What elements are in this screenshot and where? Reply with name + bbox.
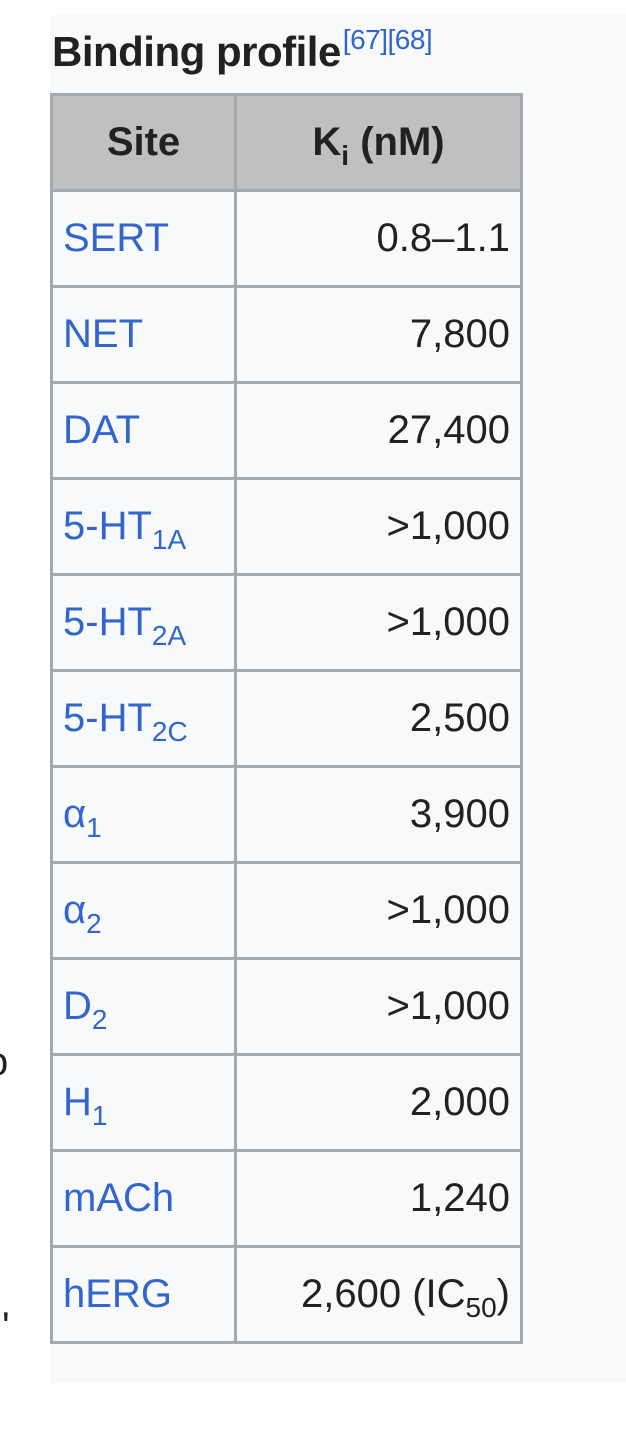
table-row: D2 >1,000 bbox=[50, 957, 523, 1056]
ki-value: >1,000 bbox=[234, 477, 523, 576]
table-row: SERT 0.8–1.1 bbox=[50, 189, 523, 288]
site-link[interactable]: α2 bbox=[50, 861, 237, 960]
table-row: 5-HT2C 2,500 bbox=[50, 669, 523, 768]
ki-value: 3,900 bbox=[234, 765, 523, 864]
ki-value: 7,800 bbox=[234, 285, 523, 384]
site-link[interactable]: DAT bbox=[50, 381, 237, 480]
table-row: 5-HT1A >1,000 bbox=[50, 477, 523, 576]
reference-links[interactable]: [67][68] bbox=[342, 24, 433, 55]
ki-value: >1,000 bbox=[234, 573, 523, 672]
site-link[interactable]: α1 bbox=[50, 765, 237, 864]
site-link[interactable]: H1 bbox=[50, 1053, 237, 1152]
ki-value: 1,240 bbox=[234, 1149, 523, 1248]
ki-value: 0.8–1.1 bbox=[234, 189, 523, 288]
table-row: NET 7,800 bbox=[50, 285, 523, 384]
header-site: Site bbox=[50, 93, 237, 192]
site-link[interactable]: 5-HT2C bbox=[50, 669, 237, 768]
ki-value: 27,400 bbox=[234, 381, 523, 480]
table-row: DAT 27,400 bbox=[50, 381, 523, 480]
site-link[interactable]: mACh bbox=[50, 1149, 237, 1248]
site-link[interactable]: D2 bbox=[50, 957, 237, 1056]
site-link[interactable]: 5-HT1A bbox=[50, 477, 237, 576]
caption-title: Binding profile bbox=[52, 28, 341, 75]
clipped-body-text: o bbox=[0, 1040, 8, 1085]
table-row: H1 2,000 bbox=[50, 1053, 523, 1152]
ki-value: >1,000 bbox=[234, 957, 523, 1056]
site-link[interactable]: NET bbox=[50, 285, 237, 384]
ki-value: >1,000 bbox=[234, 861, 523, 960]
binding-profile-table: Site Ki (nM) SERT 0.8–1.1 NET 7,800 DAT 27,40… bbox=[50, 93, 523, 1344]
site-link[interactable]: SERT bbox=[50, 189, 237, 288]
table-caption: Binding profile[67][68] bbox=[52, 24, 433, 76]
table-row: α1 3,900 bbox=[50, 765, 523, 864]
table-row: 5-HT2A >1,000 bbox=[50, 573, 523, 672]
ki-value: 2,000 bbox=[234, 1053, 523, 1152]
ki-value: 2,500 bbox=[234, 669, 523, 768]
table-row: mACh 1,240 bbox=[50, 1149, 523, 1248]
site-link[interactable]: hERG bbox=[50, 1245, 237, 1344]
table-row: hERG 2,600 (IC50) bbox=[50, 1245, 523, 1344]
ki-value: 2,600 (IC50) bbox=[234, 1245, 523, 1344]
header-row: Site Ki (nM) bbox=[50, 93, 523, 192]
clipped-body-text: ' bbox=[2, 1305, 10, 1349]
site-link[interactable]: 5-HT2A bbox=[50, 573, 237, 672]
header-ki: Ki (nM) bbox=[234, 93, 523, 192]
table-row: α2 >1,000 bbox=[50, 861, 523, 960]
